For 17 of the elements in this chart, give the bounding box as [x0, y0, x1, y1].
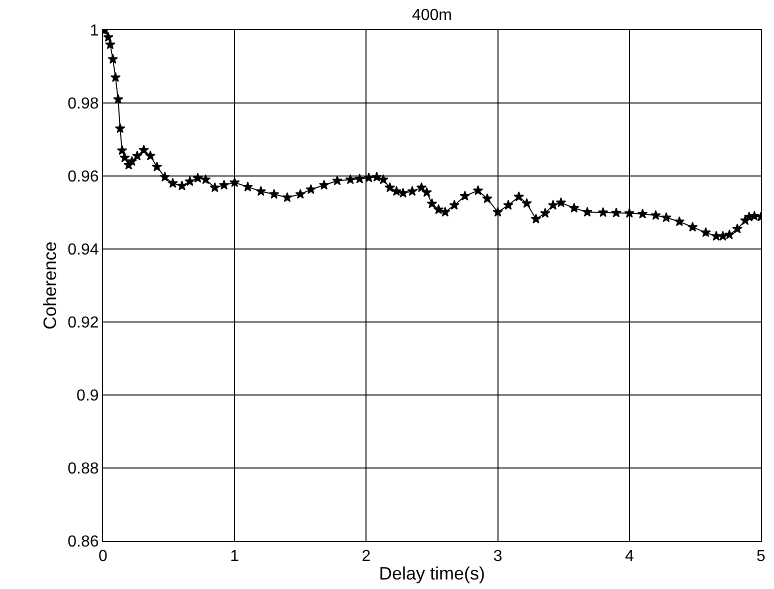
y-tick-label: 0.96 [68, 168, 99, 186]
y-tick-label: 0.9 [76, 388, 99, 405]
y-tick-label: 0.98 [68, 96, 99, 113]
y-tick-label: 0.88 [68, 460, 99, 478]
x-tick-label: 4 [624, 548, 634, 566]
x-tick-label: 2 [362, 548, 371, 566]
x-tick-label: 5 [756, 548, 766, 566]
x-axis-title: Delay time(s) [378, 563, 486, 584]
y-tick-label: 0.94 [68, 242, 99, 259]
y-tick-label: 1 [90, 22, 99, 40]
chart-title: 400m [412, 7, 452, 24]
y-tick-label: 0.86 [68, 534, 99, 551]
y-tick-label: 0.92 [68, 314, 99, 332]
x-tick-label: 1 [230, 548, 240, 566]
x-tick-label: 0 [98, 548, 108, 566]
y-axis-title: Coherence [40, 241, 60, 330]
x-tick-label: 3 [493, 548, 502, 566]
